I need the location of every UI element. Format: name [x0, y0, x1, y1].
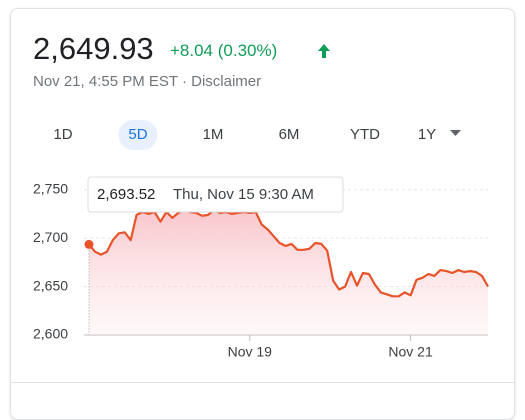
- range-tab[interactable]: 1Y: [417, 126, 437, 143]
- chart: 2,600 2,650 2,700 2,750 Nov 19 Nov 21 2,693.52…: [33, 130, 489, 360]
- price: 2,649.93: [33, 31, 154, 66]
- y-tick-label: 2,700: [33, 229, 68, 245]
- range-tab[interactable]: 5D: [118, 120, 158, 150]
- tooltip-value: 2,693.52: [97, 186, 155, 203]
- range-tab[interactable]: 6M: [278, 126, 300, 143]
- dropdown-caret: [450, 130, 461, 136]
- tooltip-date: Thu, Nov 15 9:30 AM: [173, 186, 314, 203]
- y-tick-label: 2,750: [33, 180, 68, 196]
- range-tab[interactable]: YTD: [350, 126, 380, 143]
- y-tick-label: 2,600: [33, 326, 68, 342]
- price-change: +8.04 (0.30%): [170, 41, 278, 60]
- page: {"header": {"price": "2,649.93", "change…: [10, 8, 515, 420]
- area: [89, 210, 488, 335]
- tooltip-box: [87, 176, 344, 213]
- timestamp: Nov 21, 4:55 PM EST · Disclaimer: [33, 73, 262, 90]
- y-tick-label: 2,650: [33, 277, 68, 293]
- price-line: [88, 208, 489, 298]
- x-tick-label: Nov 19: [228, 344, 273, 360]
- up-arrow: [318, 44, 330, 58]
- hover-dot: [84, 239, 94, 249]
- range-tab[interactable]: 1M: [202, 126, 224, 143]
- divider: [11, 382, 514, 383]
- x-tick-label: Nov 21: [388, 344, 433, 360]
- range-tab[interactable]: 1D: [53, 126, 73, 143]
